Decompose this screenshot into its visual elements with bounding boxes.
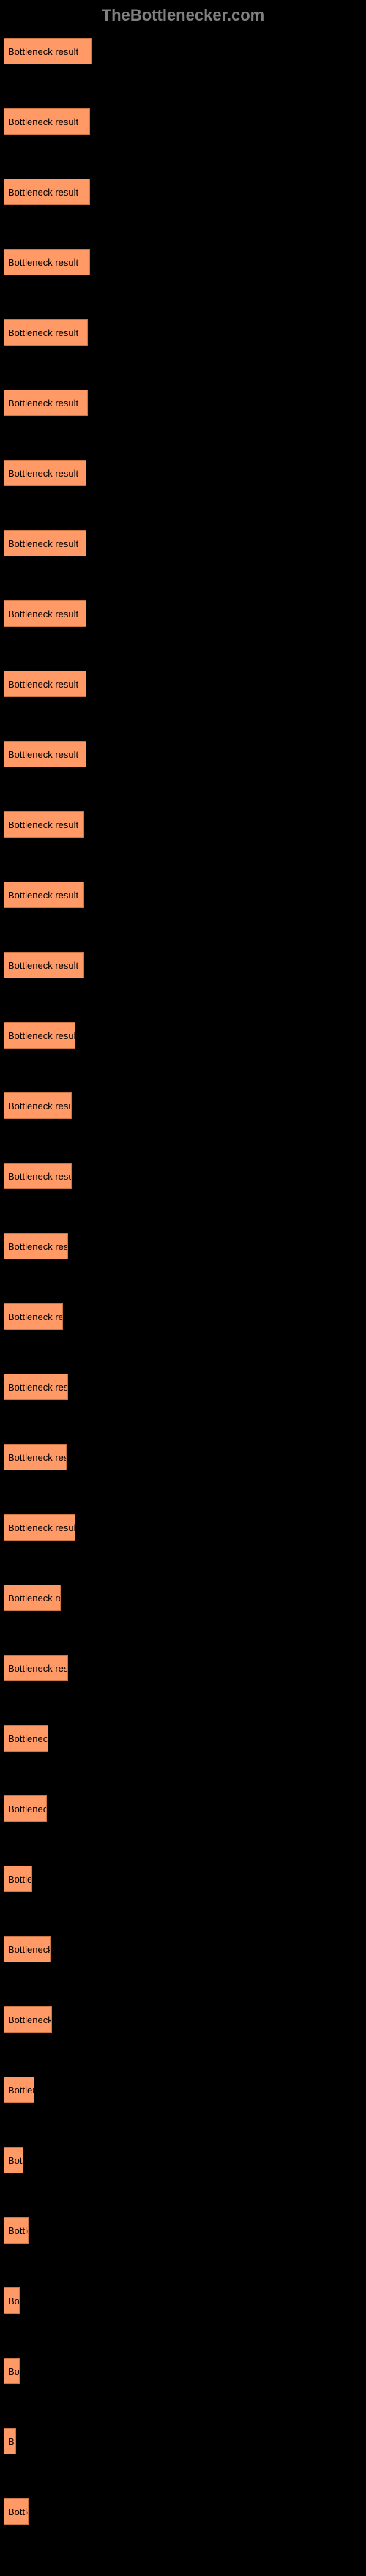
bar-row: Bottleneck result — [4, 882, 362, 908]
bar: Bottleneck result — [4, 1233, 68, 1259]
bar-row: Bottleneck result — [4, 1022, 362, 1049]
bar: Bottleneck result — [4, 460, 86, 486]
bar-row: Bottleneck result — [4, 38, 362, 64]
bar: Bottleneck result — [4, 1303, 63, 1330]
bar-row: Bottleneck result — [4, 600, 362, 627]
bar-row: Bottleneck result — [4, 1655, 362, 1681]
bar-row: Bottleneck result — [4, 460, 362, 486]
bar-row: Bottleneck result — [4, 1795, 362, 1822]
bar-row: Bottleneck result — [4, 741, 362, 767]
bar-row: Bottleneck result — [4, 319, 362, 346]
bar: Bottleneck result — [4, 1514, 75, 1541]
bar-row: Bottleneck result — [4, 811, 362, 838]
bar: Bottleneck result — [4, 2287, 20, 2314]
bar: Bottleneck result — [4, 1795, 47, 1822]
bar: Bottleneck result — [4, 811, 84, 838]
bar: Bottleneck result — [4, 38, 92, 64]
bar: Bottleneck result — [4, 1866, 32, 1892]
bar-row: Bottleneck result — [4, 1514, 362, 1541]
bar: Bottleneck result — [4, 2217, 29, 2244]
chart-container: Bottleneck result Bottleneck result Bottle… — [0, 31, 366, 2576]
bar: Bottleneck result — [4, 952, 84, 978]
bar: Bottleneck result — [4, 1092, 72, 1119]
bar-row: Bottleneck result — [4, 1585, 362, 1611]
bar-row: Bottleneck result — [4, 2287, 362, 2314]
bar-row: Bottleneck result — [4, 179, 362, 205]
bar: Bottleneck result — [4, 390, 88, 416]
bar: Bottleneck result — [4, 2428, 16, 2454]
bar-row: Bottleneck result — [4, 249, 362, 275]
bar: Bottleneck result — [4, 600, 86, 627]
bar: Bottleneck result — [4, 2147, 23, 2173]
bar-row: Bottleneck result — [4, 1233, 362, 1259]
bar: Bottleneck result — [4, 1022, 75, 1049]
bar: Bottleneck result — [4, 2006, 52, 2033]
bar: Bottleneck result — [4, 249, 90, 275]
bar: Bottleneck result — [4, 1585, 61, 1611]
bar: Bottleneck result — [4, 671, 86, 697]
bar-row: Bottleneck result — [4, 1936, 362, 1962]
bar: Bottleneck result — [4, 1936, 51, 1962]
bar-row: Bottleneck result — [4, 2498, 362, 2525]
bar: Bottleneck result — [4, 1374, 68, 1400]
bar: Bottleneck result — [4, 179, 90, 205]
bar: Bottleneck result — [4, 2498, 29, 2525]
bar-row: Bottleneck result — [4, 530, 362, 556]
bar-row: Bottleneck result — [4, 1303, 362, 1330]
bar-row: Bottleneck result — [4, 1163, 362, 1189]
bar-row: Bottleneck result — [4, 1866, 362, 1892]
bar: Bottleneck result — [4, 741, 86, 767]
bar-row: Bottleneck result — [4, 2006, 362, 2033]
bar-row: Bottleneck result — [4, 671, 362, 697]
bar-row: Bottleneck result — [4, 2147, 362, 2173]
bar-row: Bottleneck result — [4, 952, 362, 978]
bar: Bottleneck result — [4, 1444, 67, 1470]
bar-row: Bottleneck result — [4, 2358, 362, 2384]
bar: Bottleneck result — [4, 319, 88, 346]
bar: Bottleneck result — [4, 1655, 68, 1681]
bar-row: Bottleneck result — [4, 108, 362, 135]
bar-row: Bottleneck result — [4, 2428, 362, 2454]
bar: Bottleneck result — [4, 2358, 20, 2384]
bar: Bottleneck result — [4, 108, 90, 135]
bar-row: Bottleneck result — [4, 1092, 362, 1119]
bar-row: Bottleneck result — [4, 1374, 362, 1400]
bar-row: Bottleneck result — [4, 2217, 362, 2244]
bar: Bottleneck result — [4, 2077, 34, 2103]
bar-row: Bottleneck result — [4, 1725, 362, 1752]
bar-row: Bottleneck result — [4, 2077, 362, 2103]
bar: Bottleneck result — [4, 1163, 72, 1189]
bar: Bottleneck result — [4, 530, 86, 556]
bar-row: Bottleneck result — [4, 390, 362, 416]
bar: Bottleneck result — [4, 882, 84, 908]
bar-row: Bottleneck result — [4, 1444, 362, 1470]
bar: Bottleneck result — [4, 1725, 48, 1752]
site-header: TheBottlenecker.com — [0, 0, 366, 31]
